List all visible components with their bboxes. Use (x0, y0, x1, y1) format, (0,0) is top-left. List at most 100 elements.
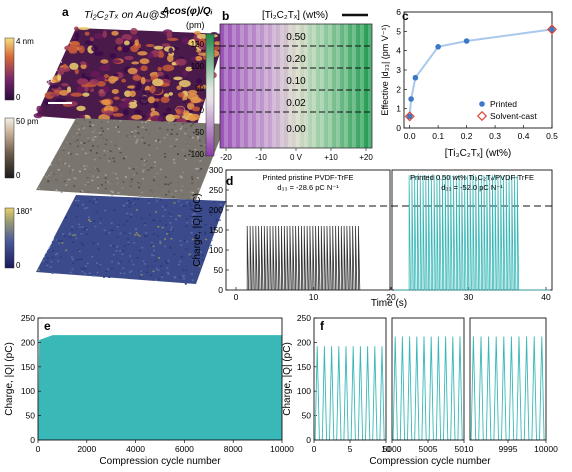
pfm-rows: 0.50 0.20 0.10 0.02 0.00 (220, 32, 372, 135)
panel-c: c 0.0 0.1 0.2 0.3 0.4 0.5 0 1 2 3 4 5 6 [Ti₃C₂Tₓ] (wt… (380, 7, 558, 159)
pfm-colorbar (205, 33, 215, 157)
solvent-cast-point (404, 111, 415, 122)
panel-b-ylabel: Acos(φ)/Qᵢ (161, 6, 213, 17)
pfm-cbar-tick-label: 150 (191, 40, 205, 49)
pfm-map-stripes (220, 24, 372, 148)
pfm-xticks: -20 -10 0 V +10 +20 (220, 148, 373, 162)
panel-e-xtick-label: 2000 (77, 444, 96, 454)
legend-solvent-label: Solvent-cast (490, 111, 537, 121)
pfm-cbar-tick-label: 50 (195, 84, 204, 93)
panel-e-ytick-label: 250 (21, 313, 35, 323)
panel-e: e 0 2000 4000 6000 8000 10000 0 50 100 150 200 250 C… (4, 313, 294, 467)
panel-d-xlabel: Time (s) (371, 298, 407, 309)
panel-d-xtick-label: 0 (234, 292, 239, 302)
panel-d-ytick-label: 200 (209, 205, 223, 215)
topography-texture (33, 26, 222, 129)
panel-d-series-title: Printed 0.50 wt% Ti₃C₂Tₓ/PVDF-TrFE (410, 173, 534, 182)
panel-d-ytick-label: 50 (214, 265, 224, 275)
printed-point (549, 26, 555, 33)
panel-f-trace (392, 336, 464, 441)
panel-e-ytick-label: 50 (26, 411, 36, 421)
amplitude-map (36, 118, 226, 200)
panel-e-ytick-label: 150 (21, 362, 35, 372)
panel-c-ytick-label: 5 (396, 26, 401, 36)
phase-texture (37, 198, 223, 285)
panel-f-ytick-label: 200 (297, 337, 311, 347)
panel-e-xtick-label: 6000 (175, 444, 194, 454)
panel-d-trace-composite (394, 175, 550, 291)
svg-text:0: 0 (16, 261, 21, 270)
pfm-cbar-tick-label: -50 (192, 128, 204, 137)
panel-c-ytick-label: 1 (396, 104, 401, 114)
pfm-row-label: 0.50 (286, 32, 306, 43)
panel-c-ytick-label: 0 (396, 123, 401, 133)
panel-d-xtick-label: 30 (464, 292, 474, 302)
pfm-row-label: 0.10 (286, 76, 306, 87)
panel-d-series-title: Printed pristine PVDF-TrFE (263, 173, 354, 182)
phase-map (36, 195, 226, 284)
panel-c-xlabel: [Ti₃C₂Tₓ] (wt%) (445, 148, 511, 159)
printed-point (463, 38, 470, 44)
pfm-xtick-label: 0 V (290, 153, 303, 162)
panel-e-charge-area (38, 335, 282, 440)
printed-point (412, 74, 419, 81)
panel-f-xlabel: Compression cycle number (369, 456, 491, 467)
panel-c-xtick-label: 0.2 (461, 131, 473, 141)
panel-f-frame (391, 317, 465, 441)
panel-d-xtick-label: 20 (386, 292, 396, 302)
panel-b-ylabel-unit: (pm) (186, 20, 205, 30)
panel-e-xlabel: Compression cycle number (99, 456, 221, 467)
panel-f-ytick-label: 250 (297, 313, 311, 323)
panel-e-ytick-label: 100 (21, 386, 35, 396)
panel-d-ylabel: Charge, |Q| (pC) (192, 193, 203, 267)
pfm-xtick-label: -20 (220, 153, 232, 162)
panel-c-xtick-label: 0.1 (432, 131, 444, 141)
legend-solvent-marker (476, 110, 488, 122)
svg-text:180°: 180° (16, 207, 33, 216)
panel-f-ytick-label: 100 (297, 386, 311, 396)
panel-d-trace-pristine (228, 225, 388, 291)
panel-f-trace (314, 346, 386, 441)
panel-f-xtick-label: 5005 (419, 444, 438, 454)
panel-a-label: a (62, 5, 69, 19)
topography-map (36, 28, 226, 128)
svg-text:0: 0 (16, 171, 21, 180)
pfm-colorbar-ticks: 150 100 50 0 -50 -100 (188, 40, 205, 159)
panel-d-ytick-label: 0 (218, 285, 223, 295)
panel-c-ytick-label: 2 (396, 84, 401, 94)
panel-c-xtick-label: 0.0 (404, 131, 416, 141)
panel-c-xtick-label: 0.3 (489, 131, 501, 141)
panel-f-label: f (320, 319, 325, 333)
panel-d-series-d33: d₃₃ = -52.0 pC N⁻¹ (441, 183, 503, 192)
pfm-cbar-tick-label: -100 (188, 150, 205, 159)
pfm-row-label: 0.02 (286, 98, 306, 109)
pfm-row-label: 0.00 (286, 124, 306, 135)
pfm-cbar-tick-label: 100 (191, 62, 205, 71)
panel-b: Acos(φ)/Qᵢ (pm) b [Ti₂C₂Tₓ] (wt%) 150 100… (161, 6, 373, 162)
svg-text:0: 0 (16, 93, 21, 102)
panel-d-ytick-label: 150 (209, 225, 223, 235)
svg-text:50 pm: 50 pm (16, 117, 39, 126)
panel-e-ytick-label: 0 (30, 435, 35, 445)
panel-e-xtick-label: 4000 (126, 444, 145, 454)
panel-c-xtick-label: 0.5 (546, 131, 558, 141)
panel-f-xtick-label: 10 (381, 444, 391, 454)
panel-b-label: b (222, 9, 229, 23)
panel-d-ytick-label: 250 (209, 185, 223, 195)
panel-c-ytick-label: 6 (396, 7, 401, 17)
panel-a-title: Ti₂C₂Tₓ on Au@Si (84, 9, 169, 21)
panel-d-series-d33: d₃₃ = -28.6 pC N⁻¹ (277, 183, 339, 192)
panel-d-label: d (226, 174, 233, 188)
panel-f-ytick-label: 150 (297, 362, 311, 372)
panel-f-xtick-label: 5000 (383, 444, 402, 454)
printed-point (406, 113, 413, 120)
panel-e-frame (37, 317, 283, 441)
printed-point (408, 96, 414, 102)
panel-b-header: [Ti₂C₂Tₓ] (wt%) (262, 10, 328, 21)
panel-c-label: c (402, 9, 409, 23)
panel-f-ytick-label: 0 (306, 435, 311, 445)
panel-e-xtick-label: 0 (36, 444, 41, 454)
